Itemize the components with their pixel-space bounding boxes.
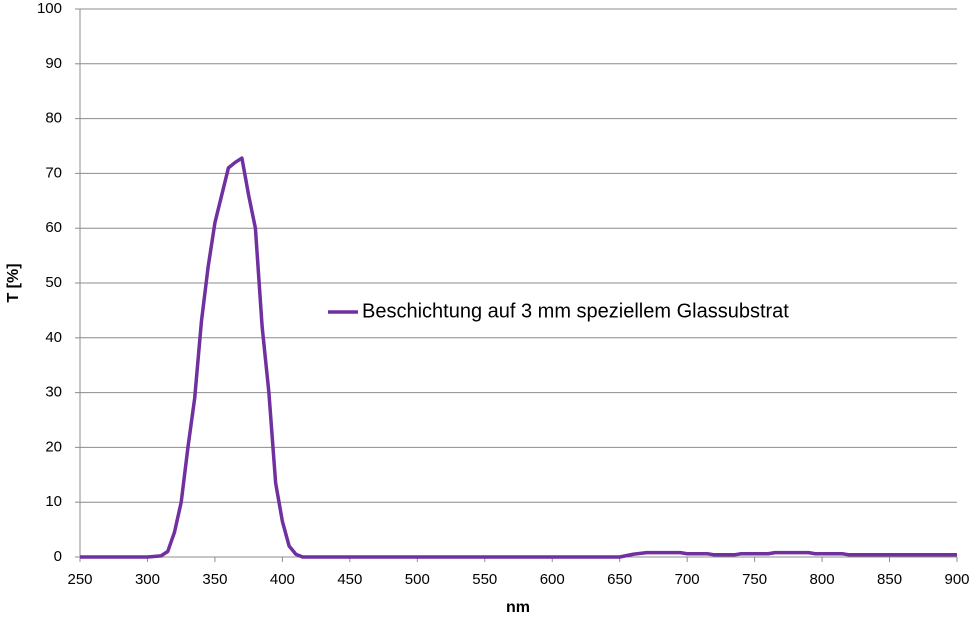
x-tick-label: 400 [270,571,295,588]
y-tick-label: 10 [45,493,62,510]
x-tick-label: 750 [742,571,767,588]
x-tick-label: 500 [405,571,430,588]
x-tick-label: 450 [337,571,362,588]
x-tick-label: 550 [472,571,497,588]
x-tick-label: 850 [877,571,902,588]
x-tick-label: 800 [810,571,835,588]
line-series [80,156,957,559]
x-tick-label: 350 [202,571,227,588]
y-axis-title: T [%] [5,263,22,302]
y-tick-label: 30 [45,384,62,401]
y-tick-label: 20 [45,438,62,455]
x-tick-label: 600 [540,571,565,588]
y-tick-label: 100 [37,0,62,17]
x-tick-label: 300 [135,571,160,588]
x-tick-label: 650 [607,571,632,588]
y-tick-label: 50 [45,274,62,291]
y-tick-label: 70 [45,164,62,181]
legend-text: Beschichtung auf 3 mm speziellem Glassub… [362,300,789,322]
y-tick-label: 80 [45,110,62,127]
y-tick-label: 40 [45,329,62,346]
x-axis-title: nm [506,599,530,616]
y-tick-label: 60 [45,219,62,236]
y-tick-label: 0 [54,548,62,565]
x-tick-label: 250 [67,571,92,588]
x-tick-label: 700 [675,571,700,588]
y-tick-label: 90 [45,55,62,72]
x-tick-label: 900 [944,571,969,588]
